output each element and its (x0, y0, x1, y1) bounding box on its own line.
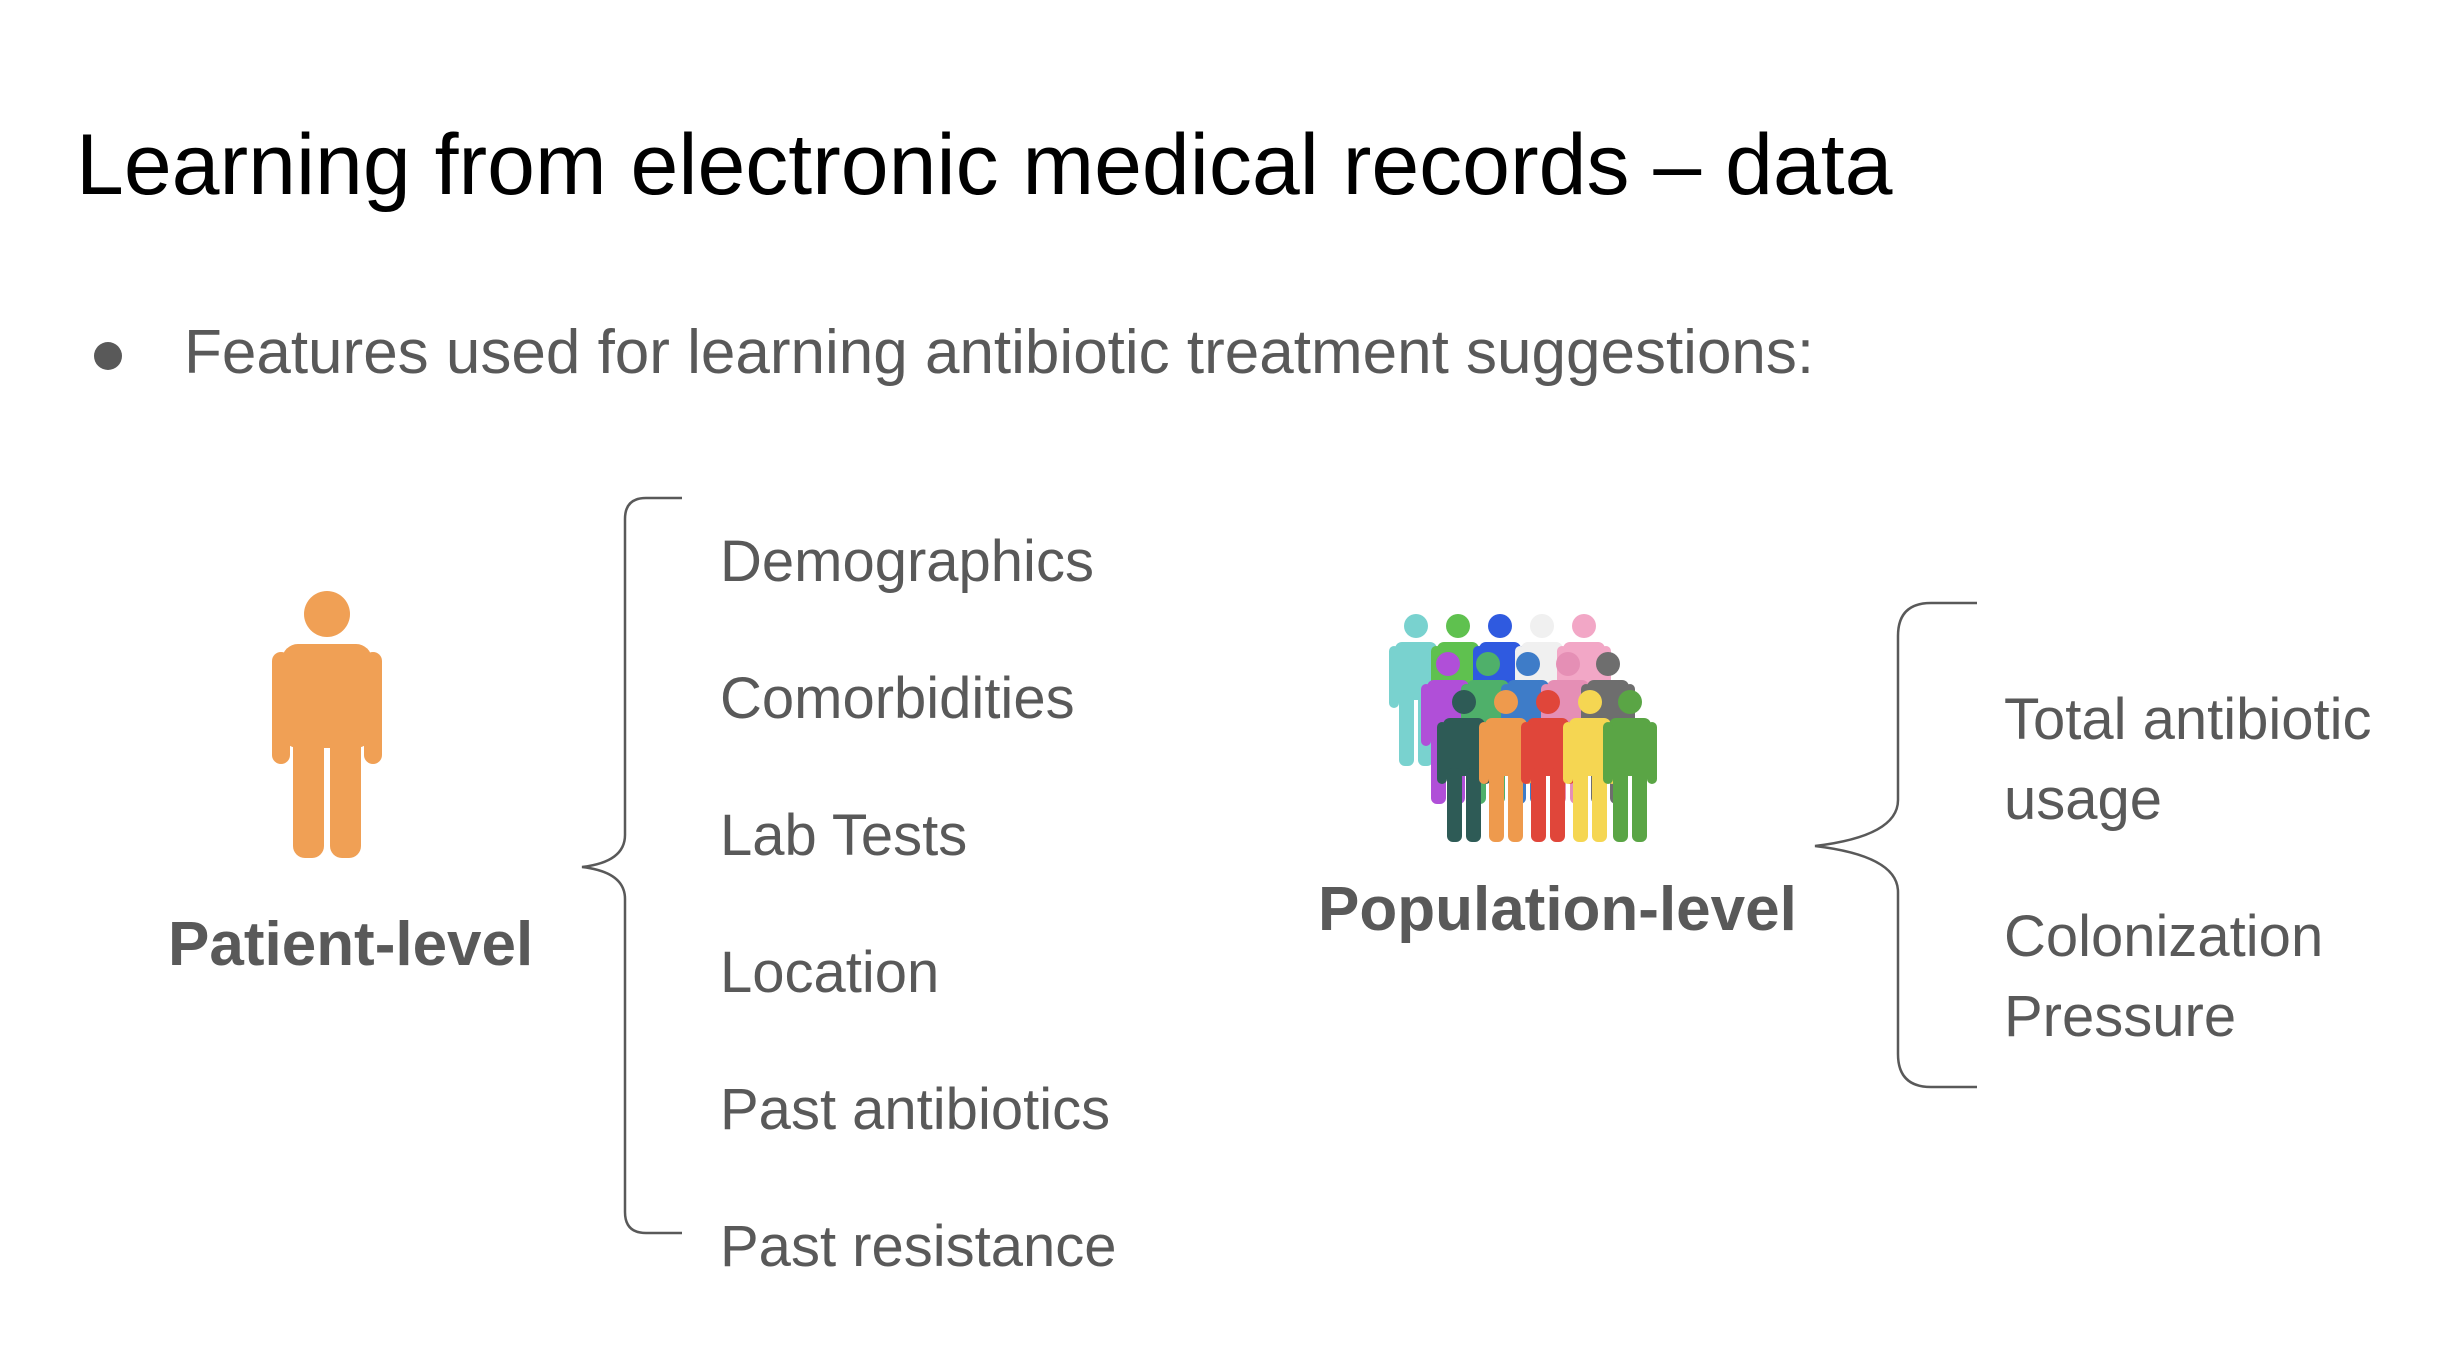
population-level-label: Population-level (1318, 875, 1797, 944)
person-icon (272, 591, 382, 858)
population-features-brace (1814, 601, 1977, 1089)
feature-lab-tests: Lab Tests (720, 803, 968, 868)
feature-location: Location (720, 940, 940, 1005)
slide-title: Learning from electronic medical records… (76, 117, 1893, 213)
patient-features-brace (581, 496, 682, 1235)
bullet-icon (94, 342, 122, 370)
feature-total-antibiotic-usage-line1: Total antibiotic (2004, 687, 2372, 752)
feature-colonization-pressure-line2: Pressure (2004, 984, 2237, 1049)
patient-level-label: Patient-level (168, 910, 534, 979)
feature-past-resistance: Past resistance (720, 1214, 1117, 1279)
feature-comorbidities: Comorbidities (720, 666, 1075, 731)
feature-colonization-pressure-line1: Colonization (2004, 904, 2324, 969)
feature-demographics: Demographics (720, 529, 1094, 594)
crowd-icon (1389, 614, 1657, 842)
feature-past-antibiotics: Past antibiotics (720, 1077, 1111, 1142)
feature-total-antibiotic-usage-line2: usage (2004, 767, 2163, 832)
bullet-text: Features used for learning antibiotic tr… (184, 318, 1815, 387)
